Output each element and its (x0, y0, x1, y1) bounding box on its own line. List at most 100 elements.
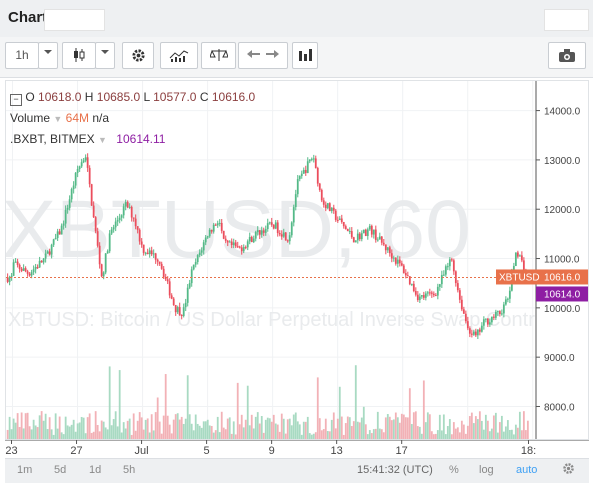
candle-body (140, 241, 143, 245)
candle-body (458, 290, 461, 300)
volume-button[interactable] (292, 42, 318, 69)
volume-bar (480, 420, 483, 439)
volume-bar (360, 417, 363, 439)
volume-bar (136, 420, 139, 439)
volume-bar (520, 430, 523, 439)
candle-body (94, 217, 97, 232)
candle-body (128, 206, 131, 208)
volume-bar (122, 422, 125, 439)
candle-body (166, 279, 169, 282)
volume-bar (248, 425, 251, 439)
volume-bar (16, 413, 19, 439)
chart-style-button[interactable] (62, 42, 96, 69)
index-dropdown-icon[interactable]: ▼ (98, 135, 107, 145)
range-1m[interactable]: 1m (17, 464, 33, 476)
volume-bar (178, 419, 181, 439)
candle-body (74, 172, 77, 186)
volume-bar (54, 413, 57, 439)
settings-button[interactable] (122, 42, 154, 69)
screenshot-button[interactable] (548, 42, 586, 69)
volume-bar (434, 433, 437, 439)
candle-body (164, 276, 167, 280)
chart-style-dropdown[interactable] (95, 42, 115, 69)
volume-bar (84, 433, 87, 439)
volume-bar (234, 434, 237, 439)
volume-bar (228, 417, 231, 439)
volume-bar (264, 419, 267, 439)
volume-bar (36, 427, 39, 439)
time-tick-label: 5 (204, 445, 210, 457)
candle-body (490, 316, 493, 323)
axis-settings-button[interactable] (562, 462, 575, 478)
price-axis[interactable]: 14000.0 13000.0 12000.0 11000.0 10000.0 9000.… (496, 81, 589, 440)
volume-bar (76, 423, 79, 439)
time-axis[interactable]: 23 27 Jul 5 9 13 17 18: (5, 439, 589, 458)
volume-bar (410, 424, 413, 439)
chart-panel[interactable]: XBTUSD, 60 XBTUSD: Bitcoin / US Dollar P… (5, 80, 589, 440)
volume-value: 64M (65, 111, 89, 125)
volume-bar (186, 375, 189, 439)
volume-bar (80, 416, 83, 439)
candle-body (242, 247, 245, 252)
candle-body (266, 223, 269, 230)
percent-toggle[interactable]: % (449, 464, 459, 476)
volume-bar (142, 429, 145, 439)
undo-redo-group (238, 42, 288, 69)
candle-body (250, 236, 253, 243)
candle-body (492, 316, 495, 318)
volume-bar (474, 416, 477, 439)
volume-bar (352, 421, 355, 439)
volume-bar (138, 412, 141, 439)
volume-bar (196, 423, 199, 439)
candle-body (362, 229, 365, 234)
volume-bar (448, 419, 451, 439)
log-toggle[interactable]: log (479, 464, 494, 476)
interval-dropdown[interactable] (38, 42, 58, 69)
volume-bar (212, 432, 215, 439)
candle-body (258, 230, 261, 235)
candle-body (476, 329, 479, 336)
compare-button[interactable] (201, 42, 236, 69)
range-1d[interactable]: 1d (89, 464, 102, 476)
candle-body (446, 266, 449, 268)
candle-body (320, 189, 323, 201)
price-tick-label: 11000.0 (544, 255, 580, 266)
price-chart[interactable]: XBTUSD, 60 XBTUSD: Bitcoin / US Dollar P… (6, 81, 589, 440)
interval-button[interactable]: 1h (5, 42, 39, 69)
candle-body (450, 259, 453, 261)
volume-bar (476, 419, 479, 439)
interval-label: 1h (15, 48, 29, 62)
range-5h[interactable]: 5h (123, 464, 136, 476)
candle-body (472, 331, 475, 335)
candle-body (282, 232, 285, 237)
collapse-legend-icon[interactable]: − (10, 94, 22, 106)
candle-body (230, 241, 233, 246)
volume-bars (6, 365, 529, 439)
gear-icon (131, 49, 145, 62)
volume-dropdown-icon[interactable]: ▼ (53, 114, 63, 124)
volume-bar (110, 425, 113, 439)
watermark-description: XBTUSD: Bitcoin / US Dollar Perpetual In… (8, 309, 562, 331)
volume-bar (340, 416, 343, 439)
time-tick-label: 18: (521, 445, 536, 457)
volume-bar (454, 428, 457, 439)
candle-body (130, 206, 133, 218)
ohlc-o-label: O (25, 90, 35, 104)
candle-body (134, 218, 137, 227)
volume-bar (440, 430, 443, 439)
auto-toggle[interactable]: auto (516, 464, 538, 476)
volume-bar (318, 418, 321, 439)
volume-bar (90, 432, 93, 439)
volume-bar (242, 427, 245, 439)
candle-body (238, 246, 241, 248)
index-label: .BXBT, BITMEX (10, 132, 95, 146)
candle-body (430, 292, 433, 294)
candle-body (132, 217, 135, 219)
candle-body (370, 225, 373, 235)
candle-body (398, 259, 401, 264)
candle-body (276, 222, 279, 234)
volume-bar (330, 419, 333, 439)
range-5d[interactable]: 5d (54, 464, 67, 476)
indicators-button[interactable] (160, 42, 198, 69)
candle-body (518, 255, 521, 257)
